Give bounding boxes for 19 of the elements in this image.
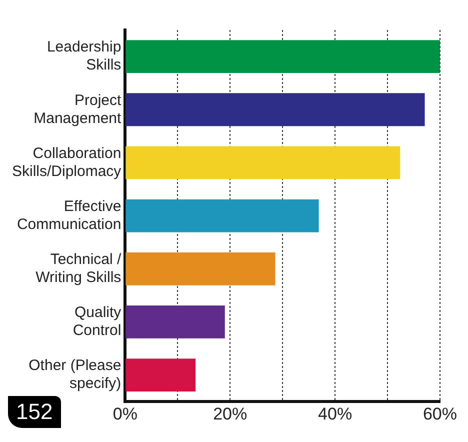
x-tick-label: 20% bbox=[213, 404, 248, 424]
bar bbox=[126, 306, 225, 338]
y-tick-label: Quality Control bbox=[72, 304, 122, 340]
y-tick-label: Collaboration Skills/Diplomacy bbox=[12, 144, 122, 180]
bar bbox=[126, 252, 276, 286]
x-tick-label: 40% bbox=[318, 404, 352, 424]
y-tick-label: Project Management bbox=[34, 92, 122, 127]
y-tick-label: Technical / Writing Skills bbox=[36, 251, 122, 286]
bar bbox=[126, 358, 196, 392]
x-tick-label: 60% bbox=[422, 404, 458, 424]
bar bbox=[126, 199, 319, 232]
bar bbox=[126, 146, 400, 180]
y-tick-label: Other (Please specify) bbox=[28, 357, 122, 392]
bar bbox=[126, 93, 425, 126]
bar bbox=[126, 40, 440, 73]
y-tick-label: Effective Communication bbox=[16, 198, 122, 233]
page-number-badge: 152 bbox=[8, 396, 61, 428]
x-tick-label: 0% bbox=[112, 404, 138, 424]
y-tick-label: Leadership Skills bbox=[46, 38, 122, 74]
